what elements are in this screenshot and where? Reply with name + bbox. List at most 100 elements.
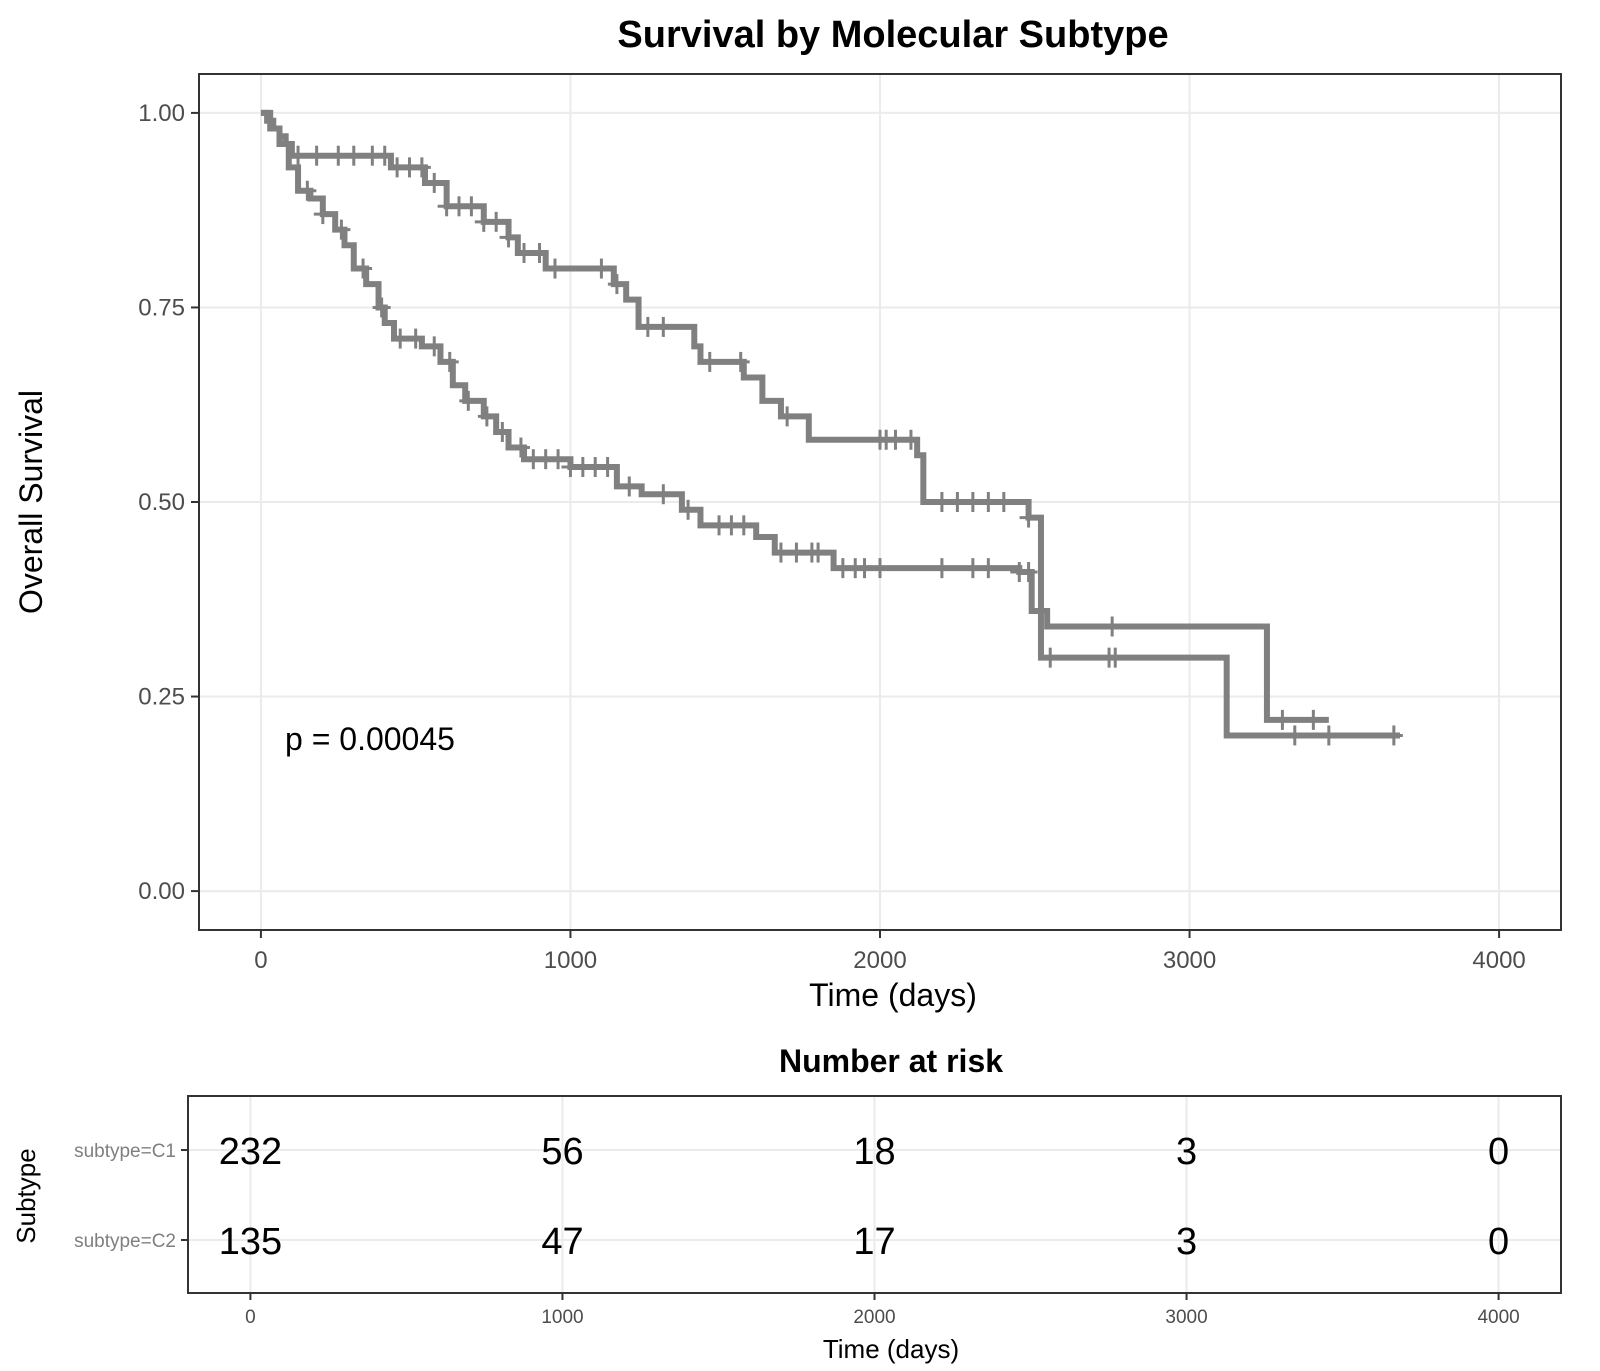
censor-mark [545,258,564,279]
censor-mark [700,351,719,372]
risk-strata-label: subtype=C1 [74,1141,176,1162]
censor-mark [549,449,568,470]
censor-mark [598,456,617,477]
risk-table-title: Number at risk [779,1043,1003,1079]
censor-mark [979,492,998,512]
censor-mark [354,258,373,279]
censor-mark [994,492,1013,512]
km-censor-marks [289,145,1403,746]
censor-mark [412,157,431,178]
risk-x-tick-label: 3000 [1165,1307,1207,1328]
censor-mark [1384,725,1403,746]
chart-title: Survival by Molecular Subtype [617,14,1168,56]
km-x-tick-label: 1000 [544,947,597,974]
censor-mark [487,211,506,232]
censor-mark [332,219,351,240]
risk-strata-label: subtype=C2 [74,1231,176,1252]
km-gridlines [199,74,1561,930]
km-y-tick-label: 0.00 [138,878,185,905]
risk-x-tick-label: 4000 [1477,1307,1519,1328]
km-x-tick-label: 4000 [1472,947,1525,974]
censor-mark [1106,647,1125,668]
censor-mark [425,172,444,193]
censor-mark [809,542,828,563]
censor-mark [734,515,753,536]
censor-mark [440,351,459,372]
censor-mark [406,328,425,349]
km-y-tick-label: 0.25 [138,684,185,711]
censor-mark [855,558,874,579]
km-y-tick-label: 0.75 [138,294,185,321]
risk-count: 3 [1176,1221,1197,1263]
risk-x-axis-title: Time (days) [823,1334,959,1364]
p-value-annotation: p = 0.00045 [285,721,455,757]
km-curve-subtype-c1 [260,109,1329,723]
censor-mark [1319,725,1338,746]
censor-mark [515,242,534,263]
censor-mark [1019,507,1038,528]
censor-mark [592,258,611,279]
risk-y-axis-title: Subtype [11,1148,41,1243]
km-curve-subtype-c2 [260,109,1401,739]
risk-x-tick-label: 2000 [853,1307,895,1328]
censor-mark [731,351,750,372]
risk-count: 135 [219,1221,282,1263]
censor-mark [963,492,982,512]
risk-gridlines [188,1096,1561,1293]
censor-mark [289,145,308,166]
km-x-axis-title: Time (days) [809,977,977,1013]
censor-mark [654,484,673,505]
censor-mark [1304,709,1323,730]
risk-count: 17 [853,1221,895,1263]
censor-mark [771,542,790,563]
censor-mark [1285,725,1304,746]
censor-mark [607,274,626,295]
censor-mark [530,242,549,263]
censor-mark [307,145,326,166]
km-y-axis-title: Overall Survival [13,390,49,614]
censor-mark [620,476,639,497]
censor-mark [654,316,673,337]
censor-mark [787,542,806,563]
censor-mark [871,558,889,579]
km-y-axis: 0.00 0.25 0.50 0.75 1.00 [138,100,199,905]
censor-mark [425,336,444,357]
km-y-tick-label: 0.50 [138,489,185,516]
censor-mark [1041,647,1060,668]
risk-count: 0 [1488,1131,1509,1173]
km-x-axis: 0 1000 2000 3000 4000 [254,930,1526,974]
censor-mark [298,180,317,201]
km-x-tick-label: 3000 [1163,947,1216,974]
censor-mark [932,492,951,512]
censor-mark [462,196,481,217]
risk-count: 18 [853,1131,895,1173]
censor-mark [778,406,797,427]
risk-x-axis: 0 1000 2000 3000 4000 [181,1149,1520,1328]
risk-count: 232 [219,1131,282,1173]
censor-mark [638,316,657,337]
censor-mark [372,297,391,318]
censor-mark [459,390,478,411]
censor-mark [963,558,982,579]
risk-count: 47 [541,1221,583,1263]
risk-count: 56 [541,1131,583,1173]
censor-mark [477,406,496,427]
censor-mark [499,227,518,248]
risk-count: 3 [1176,1131,1197,1173]
censor-mark [1019,562,1038,583]
censor-mark [948,492,967,512]
risk-x-tick-label: 1000 [541,1307,583,1328]
censor-mark [329,145,348,166]
censor-mark [493,421,512,442]
risk-count: 0 [1488,1221,1509,1263]
censor-mark [313,204,332,225]
risk-table: subtype=C1 232 56 18 3 0 subtype=C2 135 47 17 3 0 [74,1131,1509,1263]
km-y-tick-label: 1.00 [138,100,185,127]
censor-mark [1103,616,1122,637]
censor-mark [1273,709,1292,730]
censor-mark [375,145,394,166]
censor-mark [391,328,410,349]
risk-x-tick-label: 0 [245,1307,256,1328]
km-x-tick-label: 2000 [853,947,906,974]
